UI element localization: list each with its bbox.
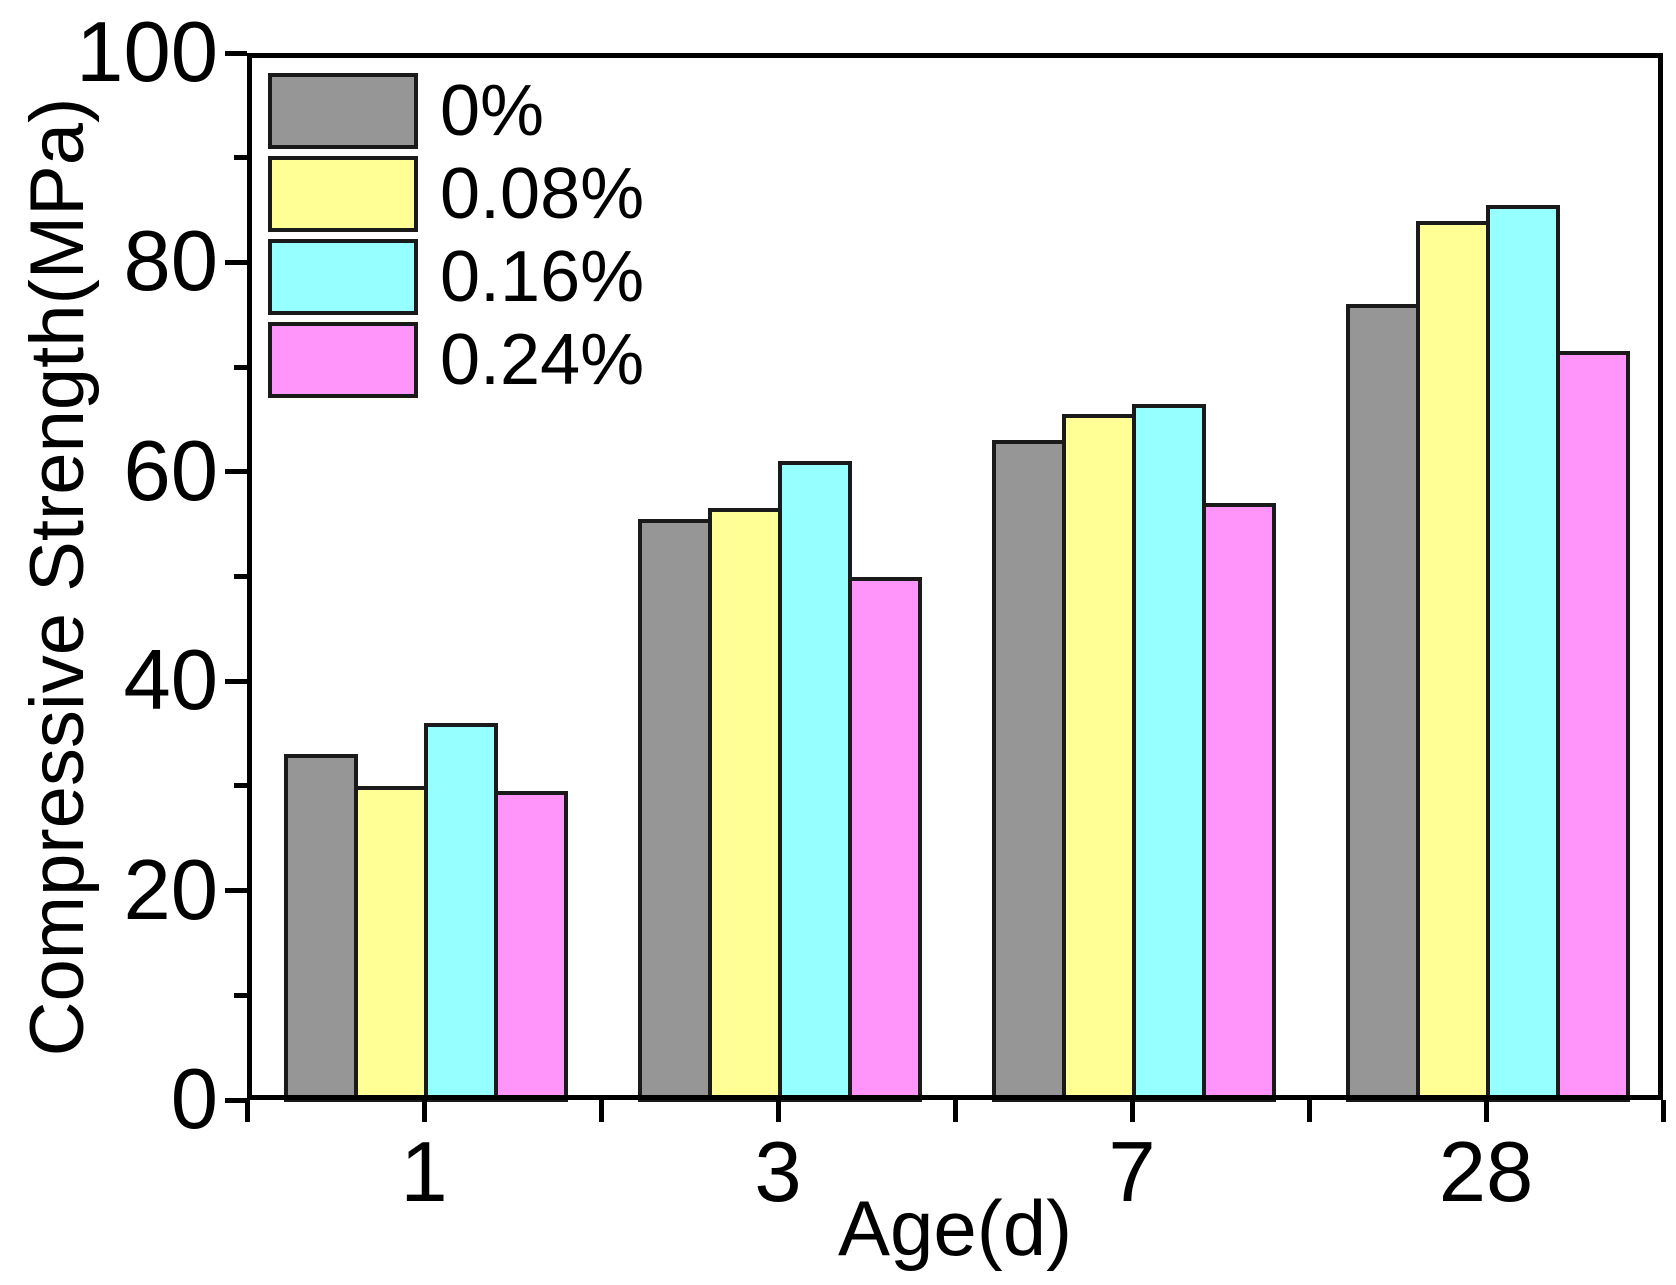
y-tick-label: 60 <box>123 423 218 519</box>
legend-label-0%: 0% <box>440 71 545 151</box>
legend-swatch-0.16% <box>268 239 418 315</box>
x-tick <box>1129 1100 1135 1122</box>
x-tick <box>598 1100 604 1122</box>
bar-0.16%-age-1 <box>424 723 498 1102</box>
x-tick-label-age-28: 28 <box>1438 1125 1534 1220</box>
legend-swatch-0.24% <box>268 322 418 398</box>
x-tick <box>775 1100 781 1122</box>
x-tick <box>1483 1100 1489 1122</box>
y-major-tick <box>225 678 247 684</box>
y-major-tick <box>225 1097 247 1103</box>
bar-0.24%-age-3 <box>848 576 922 1102</box>
y-minor-tick <box>234 992 247 998</box>
bar-0.16%-age-7 <box>1132 403 1206 1102</box>
x-tick <box>1306 1100 1312 1122</box>
x-tick-label-age-1: 1 <box>400 1125 448 1220</box>
legend-swatch-0.08% <box>268 156 418 232</box>
x-tick <box>244 1100 250 1122</box>
y-axis-title: Compressive Strength(MPa) <box>15 97 100 1057</box>
bar-0.08%-age-1 <box>354 785 428 1102</box>
y-minor-tick <box>234 783 247 789</box>
y-major-tick <box>225 50 247 56</box>
y-minor-tick <box>234 155 247 161</box>
y-tick-label: 100 <box>76 5 218 100</box>
x-tick <box>1660 1100 1666 1122</box>
legend-swatch-0% <box>268 73 418 149</box>
y-minor-tick <box>234 574 247 579</box>
y-tick-label: 40 <box>123 633 218 729</box>
y-tick-label: 80 <box>123 214 218 310</box>
bar-0.08%-age-7 <box>1062 414 1136 1102</box>
legend-label-0.16%: 0.16% <box>440 237 645 317</box>
x-tick-label-age-7: 7 <box>1108 1125 1156 1220</box>
bar-0%-age-7 <box>992 440 1066 1102</box>
x-tick <box>952 1100 958 1122</box>
bar-0%-age-1 <box>284 754 358 1102</box>
x-tick-label-age-3: 3 <box>754 1125 802 1220</box>
bar-0%-age-3 <box>638 518 712 1102</box>
y-tick-label: 0 <box>170 1052 218 1147</box>
bar-0.08%-age-3 <box>708 508 782 1102</box>
bar-0.24%-age-1 <box>494 791 568 1102</box>
bar-0%-age-28 <box>1346 304 1420 1102</box>
bar-0.24%-age-28 <box>1556 351 1630 1102</box>
y-minor-tick <box>234 364 247 370</box>
legend-label-0.08%: 0.08% <box>440 154 645 234</box>
y-major-tick <box>225 259 247 265</box>
bar-0.24%-age-7 <box>1202 503 1276 1102</box>
y-tick-label: 20 <box>123 842 218 938</box>
y-major-tick <box>225 888 247 894</box>
bar-0.16%-age-28 <box>1486 204 1560 1102</box>
bar-0.08%-age-28 <box>1416 220 1490 1102</box>
x-axis-title: Age(d) <box>837 1184 1073 1272</box>
legend-label-0.24%: 0.24% <box>440 320 645 400</box>
bar-0.16%-age-3 <box>778 461 852 1102</box>
x-tick <box>421 1100 427 1122</box>
y-major-tick <box>225 469 247 475</box>
